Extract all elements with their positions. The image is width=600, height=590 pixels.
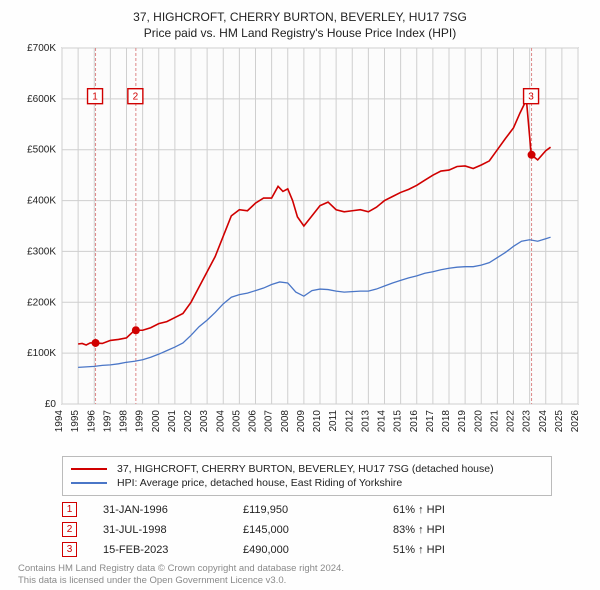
legend-item: HPI: Average price, detached house, East… <box>71 477 543 489</box>
legend-label-blue: HPI: Average price, detached house, East… <box>117 477 402 489</box>
chart-svg: £0 £100K £200K £300K £400K £500K £600K £700K 199… <box>8 42 592 450</box>
svg-text:2011: 2011 <box>328 410 339 432</box>
datapoint-row: 1 31-JAN-1996 £119,950 61% ↑ HPI <box>62 502 552 517</box>
datapoint-marker-icon: 1 <box>62 502 77 517</box>
svg-text:£100K: £100K <box>27 348 56 359</box>
price-chart: £0 £100K £200K £300K £400K £500K £600K £700K 199… <box>8 42 592 450</box>
svg-text:2023: 2023 <box>522 410 533 433</box>
svg-text:2009: 2009 <box>296 410 307 433</box>
footer-line: Contains HM Land Registry data © Crown c… <box>18 563 592 575</box>
svg-text:2004: 2004 <box>215 410 226 433</box>
svg-text:2006: 2006 <box>248 410 259 433</box>
svg-text:£400K: £400K <box>27 196 56 207</box>
datapoint-date: 31-JUL-1998 <box>103 524 243 536</box>
svg-text:2022: 2022 <box>506 410 517 433</box>
legend-box: 37, HIGHCROFT, CHERRY BURTON, BEVERLEY, … <box>62 456 552 496</box>
svg-text:2026: 2026 <box>570 410 581 433</box>
datapoint-date: 31-JAN-1996 <box>103 504 243 516</box>
svg-text:2000: 2000 <box>151 410 162 433</box>
svg-text:2018: 2018 <box>441 410 452 433</box>
svg-text:2001: 2001 <box>167 410 178 433</box>
datapoint-marker-icon: 2 <box>62 522 77 537</box>
svg-text:2016: 2016 <box>409 410 420 433</box>
svg-text:2010: 2010 <box>312 410 323 433</box>
svg-text:1996: 1996 <box>86 410 97 433</box>
datapoint-pct: 83% ↑ HPI <box>393 524 513 536</box>
legend-swatch-red <box>71 468 107 470</box>
svg-text:2002: 2002 <box>183 410 194 433</box>
legend-swatch-blue <box>71 482 107 484</box>
svg-text:2021: 2021 <box>489 410 500 433</box>
svg-text:2007: 2007 <box>264 410 275 433</box>
datapoints-table: 1 31-JAN-1996 £119,950 61% ↑ HPI 2 31-JU… <box>62 502 552 557</box>
svg-text:2005: 2005 <box>231 410 242 433</box>
datapoint-price: £119,950 <box>243 504 393 516</box>
legend-item: 37, HIGHCROFT, CHERRY BURTON, BEVERLEY, … <box>71 463 543 475</box>
datapoint-price: £490,000 <box>243 544 393 556</box>
svg-text:2014: 2014 <box>377 410 388 433</box>
svg-text:1999: 1999 <box>135 410 146 433</box>
footer-line: This data is licensed under the Open Gov… <box>18 575 592 587</box>
footer-attribution: Contains HM Land Registry data © Crown c… <box>18 563 592 588</box>
svg-text:1: 1 <box>92 92 98 103</box>
datapoint-pct: 51% ↑ HPI <box>393 544 513 556</box>
svg-text:2015: 2015 <box>393 410 404 433</box>
svg-text:£300K: £300K <box>27 246 56 257</box>
svg-text:2012: 2012 <box>344 410 355 433</box>
svg-text:1998: 1998 <box>119 410 130 433</box>
chart-title-main: 37, HIGHCROFT, CHERRY BURTON, BEVERLEY, … <box>8 10 592 24</box>
svg-text:3: 3 <box>528 92 534 103</box>
datapoint-marker-icon: 3 <box>62 542 77 557</box>
svg-text:2017: 2017 <box>425 410 436 433</box>
svg-text:2024: 2024 <box>538 410 549 433</box>
datapoint-pct: 61% ↑ HPI <box>393 504 513 516</box>
datapoint-row: 2 31-JUL-1998 £145,000 83% ↑ HPI <box>62 522 552 537</box>
datapoint-row: 3 15-FEB-2023 £490,000 51% ↑ HPI <box>62 542 552 557</box>
svg-text:1995: 1995 <box>70 410 81 433</box>
svg-text:2008: 2008 <box>280 410 291 433</box>
datapoint-date: 15-FEB-2023 <box>103 544 243 556</box>
svg-text:2013: 2013 <box>360 410 371 433</box>
svg-text:2025: 2025 <box>554 410 565 433</box>
svg-text:2: 2 <box>133 92 139 103</box>
legend-label-red: 37, HIGHCROFT, CHERRY BURTON, BEVERLEY, … <box>117 463 494 475</box>
svg-text:1994: 1994 <box>54 410 65 433</box>
svg-text:£0: £0 <box>45 399 57 410</box>
chart-title-sub: Price paid vs. HM Land Registry's House … <box>8 26 592 40</box>
datapoint-price: £145,000 <box>243 524 393 536</box>
svg-text:£200K: £200K <box>27 297 56 308</box>
svg-text:£500K: £500K <box>27 145 56 156</box>
svg-text:2019: 2019 <box>457 410 468 433</box>
svg-text:2003: 2003 <box>199 410 210 433</box>
svg-text:2020: 2020 <box>473 410 484 433</box>
svg-text:£600K: £600K <box>27 94 56 105</box>
svg-text:1997: 1997 <box>102 410 113 433</box>
svg-text:£700K: £700K <box>27 43 56 54</box>
